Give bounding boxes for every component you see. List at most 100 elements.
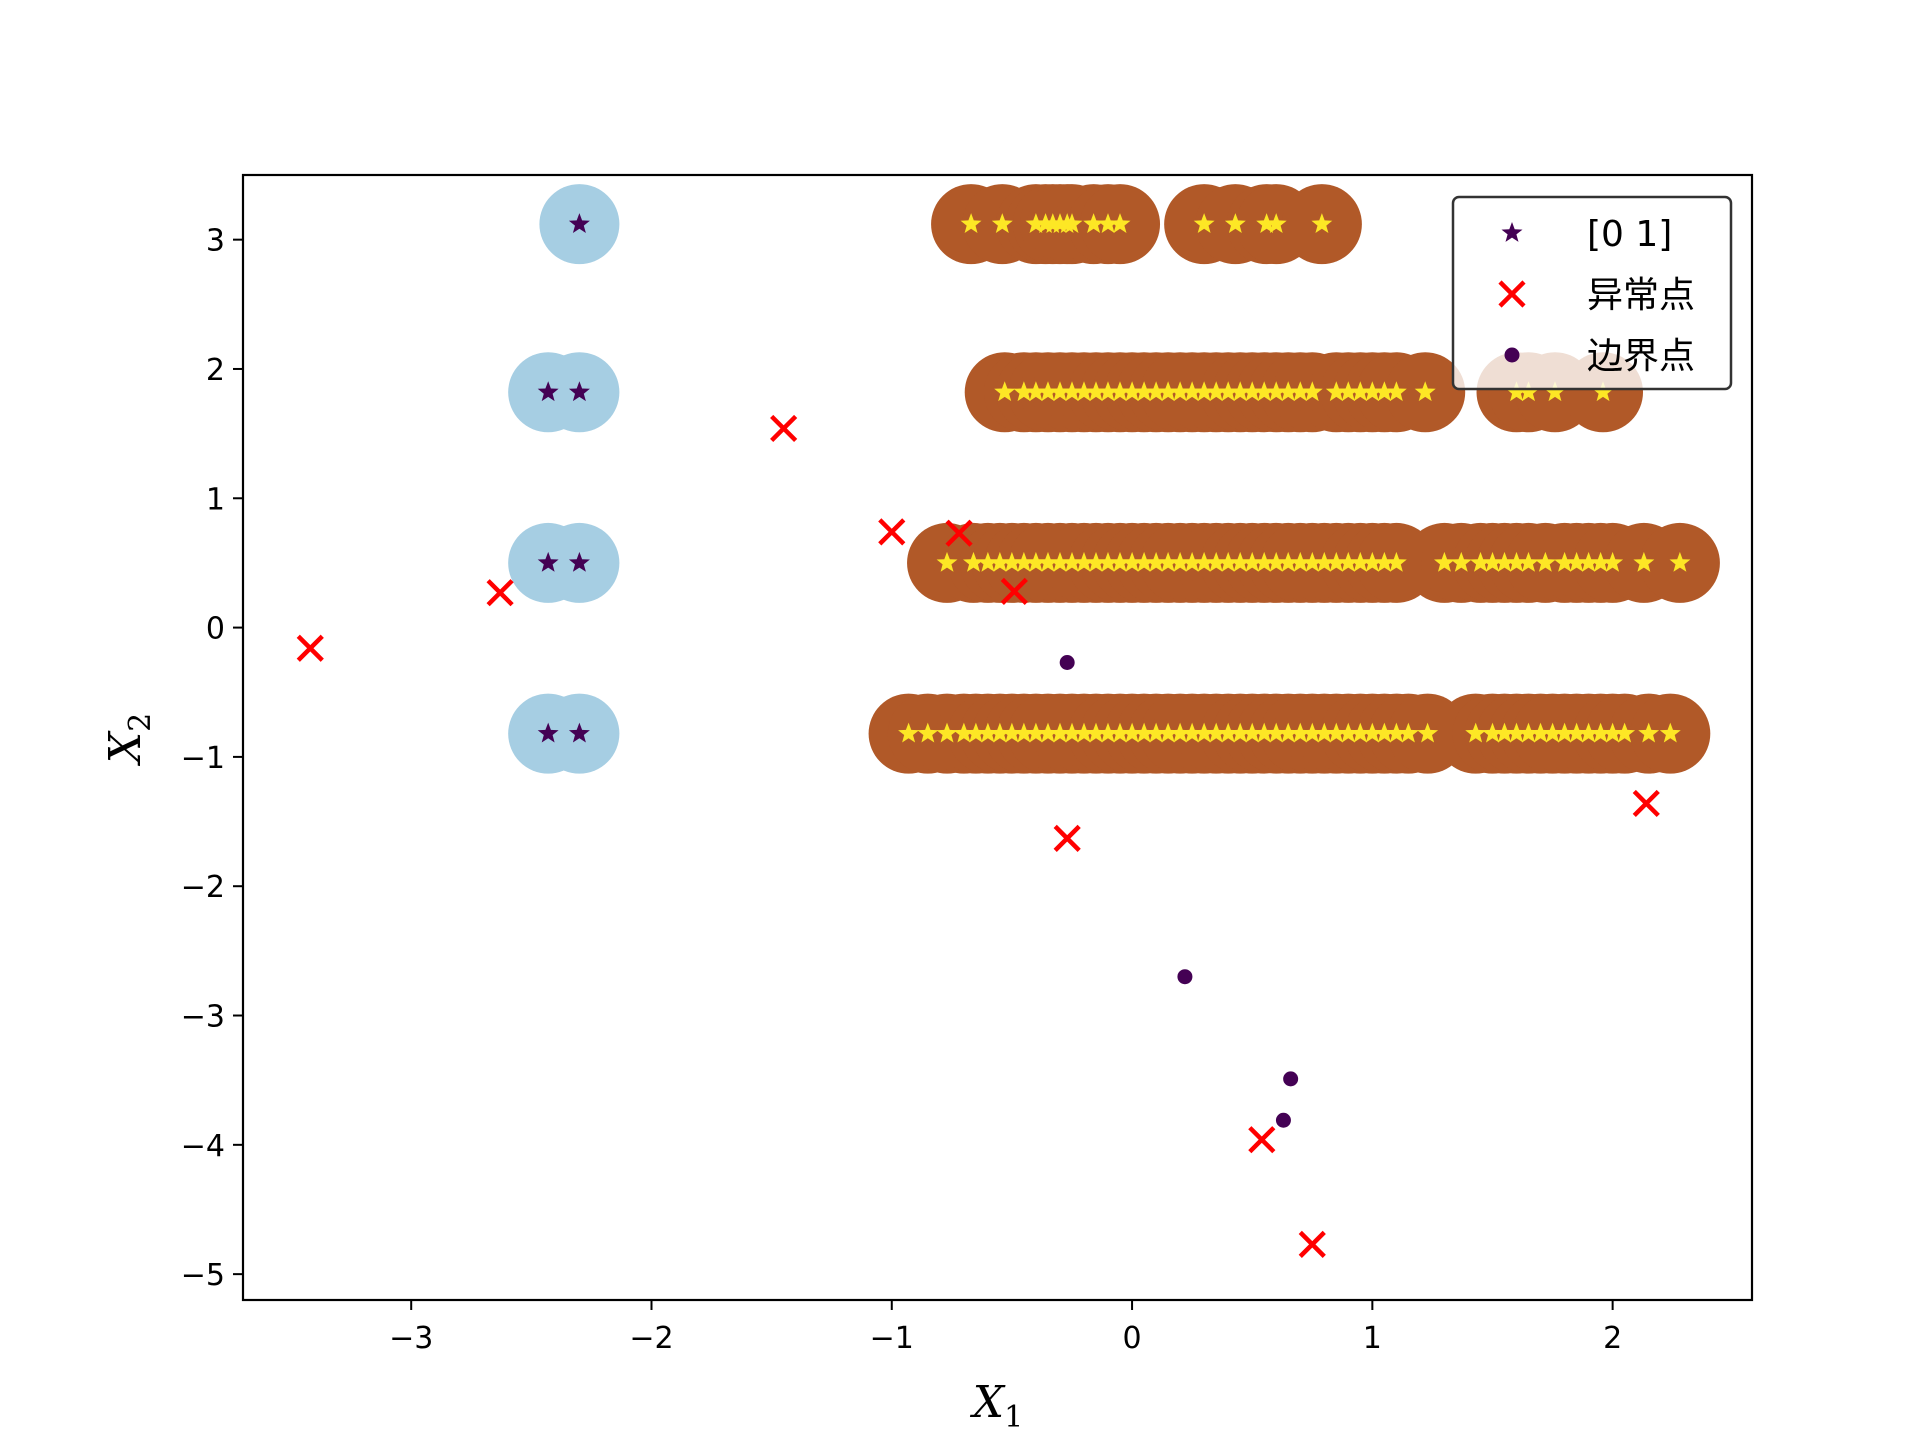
- cluster-1-point: [1049, 381, 1071, 402]
- cluster-1-point: [1534, 551, 1556, 572]
- border-point: [1059, 655, 1075, 670]
- cluster-1-point: [1253, 551, 1275, 572]
- cluster-1-point: [1289, 381, 1311, 402]
- border-point: [1275, 1112, 1291, 1128]
- cluster-1-point: [1530, 722, 1551, 743]
- cluster-1-point: [1229, 722, 1251, 743]
- cluster-1-point: [1001, 551, 1023, 572]
- cluster-1-point: [1397, 722, 1419, 743]
- cluster-1-point: [1073, 722, 1095, 743]
- x-axis: −3 −2 −1 0 1 2: [389, 1300, 1622, 1356]
- cluster-1-point: [1592, 381, 1614, 402]
- cluster-1-point: [1337, 722, 1359, 743]
- outlier-point: [296, 634, 324, 662]
- y-axis: −5 −4 −3 −2 −1 0 1 2 3: [181, 224, 243, 1293]
- y-tick-label: −2: [181, 870, 225, 905]
- legend-label: 边界点: [1587, 336, 1695, 377]
- outlier-point: [1000, 577, 1028, 605]
- outlier-point: [1632, 789, 1660, 818]
- cluster-1-point: [1133, 722, 1155, 743]
- cluster-1-point: [1217, 551, 1239, 572]
- cluster-1-point: [1205, 551, 1227, 572]
- cluster-1-point: [1217, 381, 1239, 402]
- cluster-1-point: [1229, 551, 1251, 572]
- cluster-1-point: [1277, 551, 1299, 572]
- cluster-1-point: [1602, 551, 1624, 572]
- cluster-1-point: [1450, 551, 1472, 572]
- cluster-1-point: [960, 213, 982, 233]
- cluster-1-point: [936, 722, 958, 743]
- cluster-1-point: [1494, 722, 1515, 743]
- border-point: [1283, 1071, 1299, 1087]
- cluster-1-point: [1506, 722, 1527, 743]
- cluster-1-point: [1061, 213, 1083, 233]
- cluster-1-point: [1073, 381, 1095, 402]
- cluster-1-point: [1434, 551, 1455, 572]
- cluster-1-point: [1361, 722, 1383, 743]
- cluster-1-point: [1097, 381, 1119, 402]
- cluster-1-point: [1265, 381, 1287, 402]
- cluster-1-point: [1109, 213, 1131, 233]
- cluster-1-point: [1085, 551, 1107, 572]
- cluster-1-point: [1385, 381, 1407, 402]
- cluster-1-point: [1061, 722, 1083, 743]
- cluster-1-point: [1349, 722, 1371, 743]
- data-points: [296, 213, 1691, 1258]
- cluster-1-point: [989, 551, 1011, 572]
- cluster-1-point: [1506, 551, 1527, 572]
- cluster-1-point: [1181, 381, 1203, 402]
- outlier-point: [878, 518, 906, 546]
- cluster-1-point: [1241, 722, 1263, 743]
- cluster-1-point: [1602, 722, 1624, 743]
- y-tick-label: −1: [181, 741, 225, 776]
- cluster-1-point: [1037, 381, 1059, 402]
- cluster-1-point: [1049, 722, 1071, 743]
- cluster-1-point: [1301, 381, 1323, 402]
- cluster-1-point: [1566, 551, 1588, 572]
- cluster-1-point: [963, 551, 984, 572]
- cluster-1-point: [1193, 213, 1215, 233]
- cluster-1-point: [1554, 551, 1575, 572]
- cluster-1-point: [1337, 551, 1359, 572]
- cluster-1-point: [1313, 722, 1335, 743]
- cluster-1-point: [1145, 381, 1167, 402]
- legend-dot-icon: [1504, 347, 1520, 363]
- cluster-1-point: [1414, 381, 1436, 402]
- cluster-1-point: [1169, 722, 1191, 743]
- x-tick-label: −3: [389, 1321, 433, 1356]
- cluster-1-point: [1025, 551, 1047, 572]
- outlier-point: [770, 414, 798, 443]
- cluster-0-point: [537, 551, 559, 572]
- cluster-1-point: [1385, 551, 1407, 572]
- cluster-1-point: [1193, 722, 1215, 743]
- cluster-1-point: [1061, 551, 1083, 572]
- cluster-1-point: [1085, 722, 1107, 743]
- cluster-1-point: [1337, 381, 1359, 402]
- x-axis-label: X1: [970, 1377, 1023, 1435]
- cluster-0-point: [568, 551, 590, 572]
- cluster-1-point: [965, 722, 987, 743]
- cluster-1-point: [1253, 722, 1275, 743]
- x-tick-label: 0: [1123, 1321, 1142, 1356]
- cluster-0-point: [537, 722, 559, 743]
- cluster-1-point: [1590, 551, 1612, 572]
- cluster-1-point: [994, 381, 1016, 402]
- y-axis-label: X2: [100, 713, 158, 766]
- cluster-1-point: [1301, 551, 1323, 572]
- cluster-1-point: [1578, 551, 1600, 572]
- cluster-1-point: [1013, 722, 1035, 743]
- cluster-1-point: [1025, 213, 1047, 233]
- cluster-1-point: [1265, 551, 1287, 572]
- cluster-1-point: [1145, 722, 1167, 743]
- legend-x-icon: [1498, 280, 1526, 308]
- x-tick-label: −1: [870, 1321, 914, 1356]
- cluster-1-point: [1217, 722, 1239, 743]
- y-tick-label: −5: [181, 1258, 225, 1293]
- cluster-1-point: [953, 722, 975, 743]
- outlier-point: [1248, 1126, 1276, 1154]
- outlier-point: [1053, 824, 1081, 852]
- cluster-1-point: [1013, 381, 1035, 402]
- outlier-point: [945, 519, 973, 547]
- cluster-1-point: [1277, 381, 1299, 402]
